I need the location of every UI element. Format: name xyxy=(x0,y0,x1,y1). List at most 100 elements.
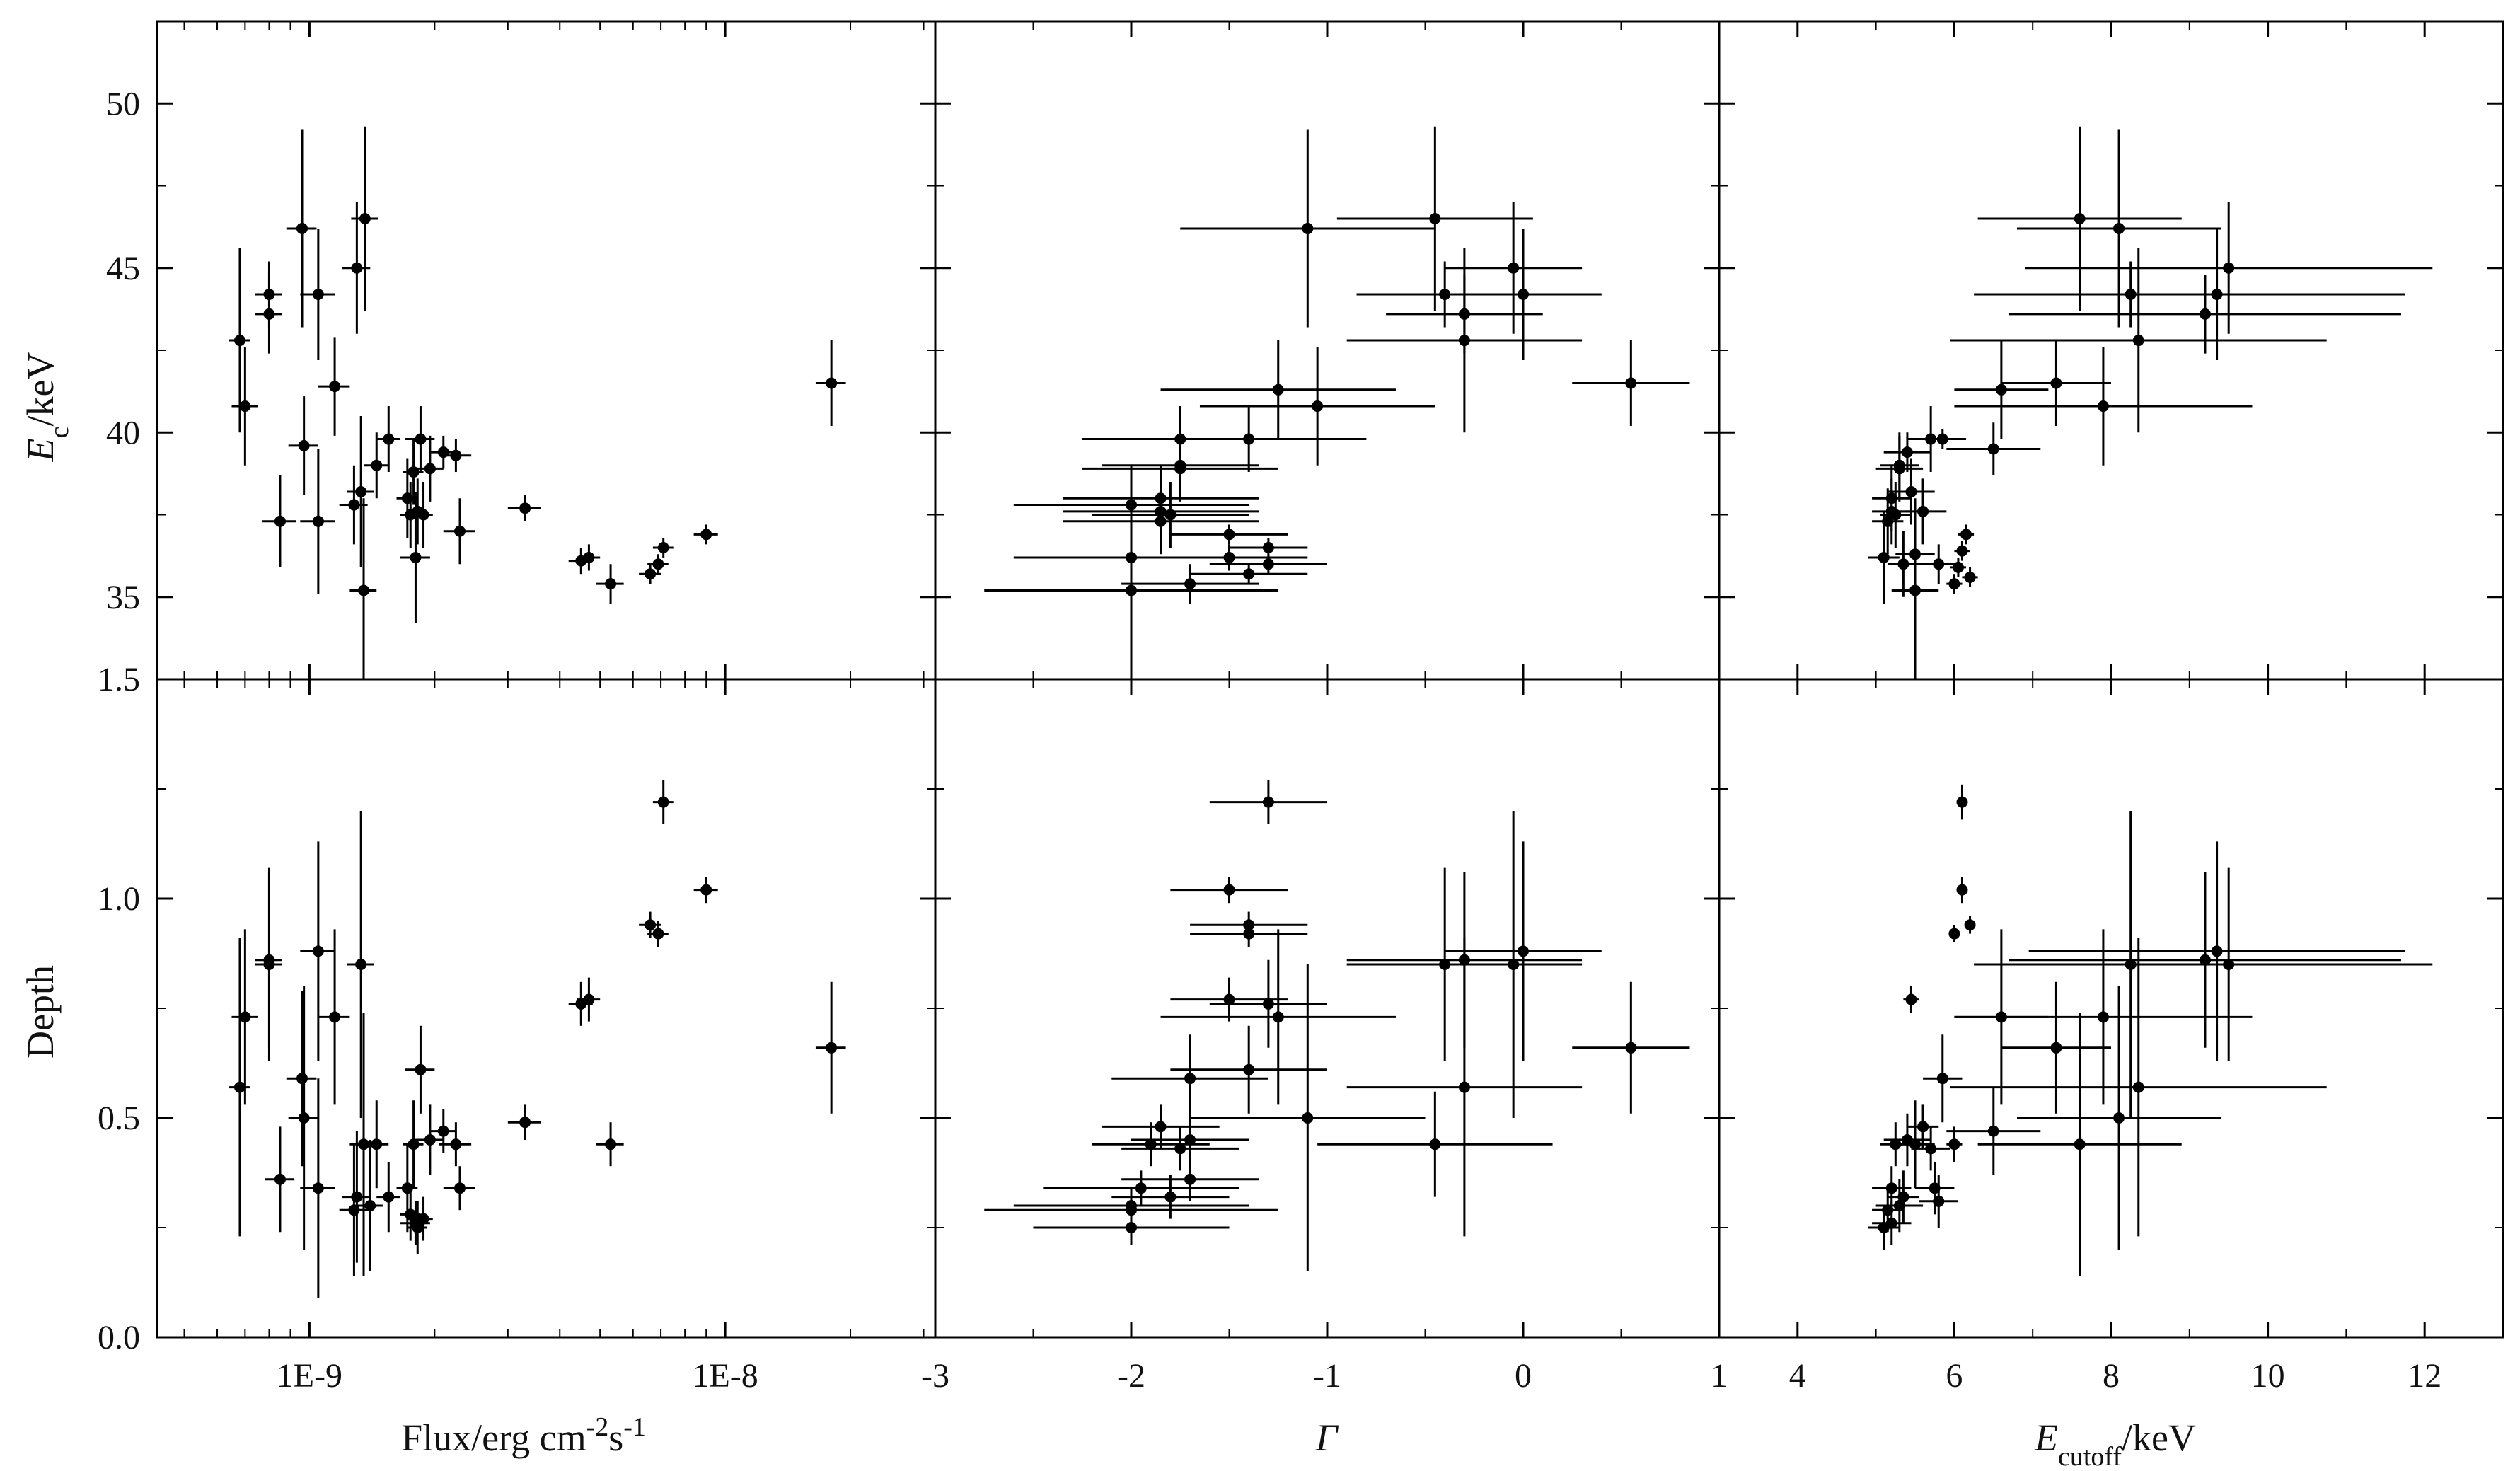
data-point xyxy=(403,1100,424,1189)
x-tick-label: -3 xyxy=(921,1357,949,1395)
data-point xyxy=(596,564,624,604)
point-marker xyxy=(1184,1134,1196,1146)
point-marker xyxy=(1893,459,1905,471)
data-point xyxy=(2017,129,2221,328)
data-point xyxy=(647,554,669,575)
panel-frame xyxy=(1718,20,2504,681)
y-tick-label: 1.5 xyxy=(98,661,140,698)
y-tick-label: 0.5 xyxy=(98,1100,140,1137)
y-axis-label-depth: Depth xyxy=(19,965,62,1058)
data-point xyxy=(1875,1179,1924,1233)
data-point xyxy=(376,1162,400,1233)
point-marker xyxy=(1262,796,1274,808)
x-tick-label: 10 xyxy=(2251,1357,2285,1395)
data-point xyxy=(1346,248,1583,433)
data-point xyxy=(262,475,296,567)
data-point xyxy=(1190,964,1426,1271)
x-tick-label: 1 xyxy=(1711,1357,1728,1395)
point-marker xyxy=(1126,1222,1137,1233)
data-point xyxy=(1888,531,1919,597)
point-marker xyxy=(355,959,367,970)
panel-r1-c2 xyxy=(1718,678,2504,1339)
point-marker xyxy=(583,551,595,563)
data-point xyxy=(231,929,258,1105)
point-marker xyxy=(1262,558,1274,570)
point-marker xyxy=(826,1042,838,1054)
point-marker xyxy=(2132,1081,2144,1093)
point-marker xyxy=(405,1208,417,1221)
point-marker xyxy=(1184,1173,1196,1185)
point-marker xyxy=(1508,262,1520,274)
data-point xyxy=(1160,929,1396,1105)
data-point xyxy=(1445,228,1602,360)
point-marker xyxy=(2074,213,2086,224)
data-point xyxy=(1923,1034,1963,1123)
data-point xyxy=(1043,1170,1239,1206)
x-tick-label: 6 xyxy=(1946,1357,1963,1395)
data-point xyxy=(229,248,250,433)
point-marker xyxy=(1126,551,1137,563)
data-point xyxy=(405,1025,435,1114)
point-marker xyxy=(454,525,466,537)
point-marker xyxy=(351,262,363,274)
point-marker xyxy=(2113,1112,2125,1124)
data-point xyxy=(443,1166,475,1211)
point-marker xyxy=(233,1081,245,1093)
point-marker xyxy=(1184,578,1196,590)
point-marker xyxy=(2132,335,2144,347)
point-marker xyxy=(329,381,341,393)
point-marker xyxy=(1518,288,1529,300)
data-point xyxy=(1111,1034,1268,1123)
data-point xyxy=(1919,544,1958,584)
point-marker xyxy=(652,928,664,940)
data-point xyxy=(2028,228,2405,360)
x-tick-label: 12 xyxy=(2408,1357,2441,1395)
point-marker xyxy=(348,499,360,511)
data-point xyxy=(364,432,389,499)
data-point xyxy=(1102,1104,1220,1149)
point-marker xyxy=(1885,1182,1897,1194)
point-marker xyxy=(1948,578,1960,590)
point-marker xyxy=(1508,959,1520,970)
data-point xyxy=(1907,1104,1939,1149)
point-marker xyxy=(412,1222,424,1233)
data-point xyxy=(1958,524,1975,545)
data-point xyxy=(413,482,433,548)
point-marker xyxy=(1223,884,1235,896)
tick-labels-layer: 1E-9 1E-8 -3 -2 -1 0 1 4 6 8 10 12 35 40 45 50 0.0 0.5 1.0… xyxy=(98,85,2441,1395)
panel-frame xyxy=(156,20,937,681)
point-marker xyxy=(1905,993,1917,1005)
data-point xyxy=(1121,1126,1239,1171)
point-marker xyxy=(437,1125,449,1137)
point-marker xyxy=(1174,1143,1186,1155)
point-marker xyxy=(1925,1143,1937,1155)
point-marker xyxy=(1625,377,1637,389)
data-point xyxy=(1317,1091,1553,1197)
panel-r0-c0 xyxy=(156,20,937,681)
data-point xyxy=(1950,938,2327,1237)
data-point xyxy=(1946,1087,2041,1175)
point-marker xyxy=(2223,262,2235,274)
data-point xyxy=(577,977,601,1022)
data-point xyxy=(1868,511,1900,604)
point-marker xyxy=(1126,499,1137,511)
point-marker xyxy=(1126,1200,1137,1211)
data-point xyxy=(652,538,674,558)
data-point xyxy=(1190,921,1308,947)
x-tick-label: -1 xyxy=(1313,1357,1341,1395)
point-marker xyxy=(1262,542,1274,553)
point-marker xyxy=(1933,1195,1945,1207)
point-marker xyxy=(312,515,324,527)
point-marker xyxy=(296,222,308,234)
data-point xyxy=(1962,567,1978,587)
point-marker xyxy=(1302,1112,1314,1124)
x-tick-label: 0 xyxy=(1515,1357,1532,1395)
point-marker xyxy=(657,542,669,553)
point-marker xyxy=(1917,505,1929,517)
data-point xyxy=(652,780,674,824)
point-marker xyxy=(1135,1182,1147,1194)
data-point xyxy=(1170,877,1288,904)
data-point xyxy=(349,498,377,679)
data-point xyxy=(229,938,250,1237)
data-point xyxy=(286,129,317,328)
